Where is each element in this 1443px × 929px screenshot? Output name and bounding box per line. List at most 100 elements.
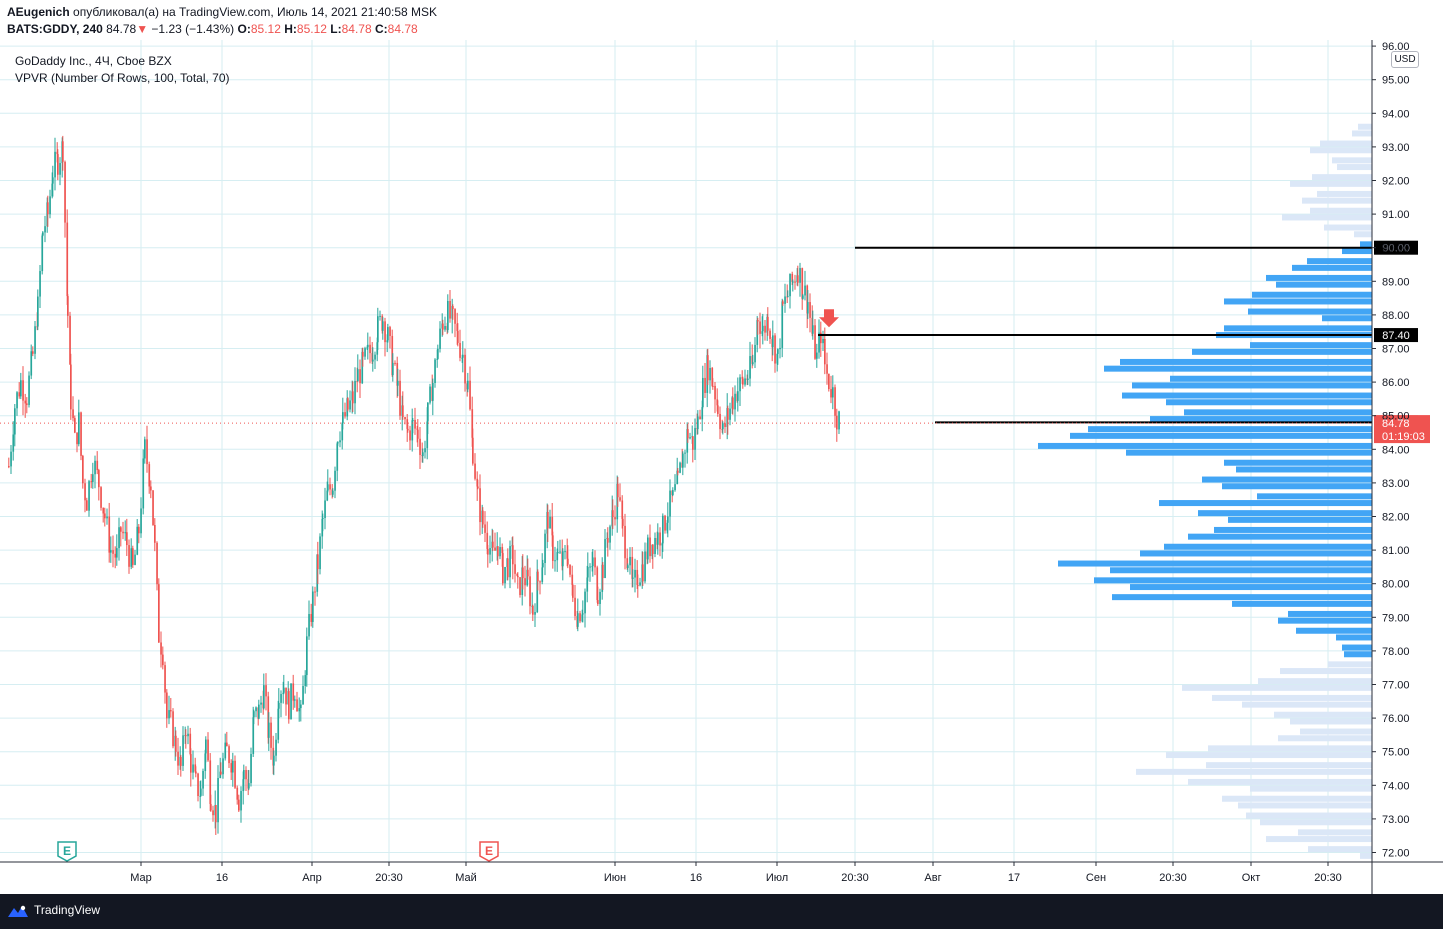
candle-body: [36, 326, 39, 328]
candle-body: [316, 554, 319, 592]
candle-body: [704, 377, 706, 393]
price-tick-label: 81.00: [1382, 545, 1410, 557]
price-tick-label: 82.00: [1382, 512, 1410, 524]
volume-profile-bar: [1130, 584, 1372, 591]
candle-body: [112, 550, 114, 554]
volume-profile-bar: [1188, 778, 1372, 785]
candle-body: [707, 355, 709, 381]
time-tick-label: Мар: [130, 872, 152, 884]
candle-body: [332, 490, 334, 495]
candle-body: [273, 755, 275, 766]
candle-body: [234, 760, 236, 788]
earnings-marker-label: E: [63, 844, 71, 858]
candle-body: [304, 675, 307, 686]
candle-body: [436, 358, 439, 360]
candle-body: [412, 419, 414, 421]
candle-body: [283, 687, 285, 693]
time-tick-label: 16: [690, 872, 702, 884]
time-tick-label: Авг: [924, 872, 941, 884]
candle-body: [604, 539, 606, 579]
candle-body: [30, 351, 33, 376]
volume-profile-bar: [1088, 426, 1372, 433]
candle-body: [217, 777, 219, 823]
candle-body: [617, 483, 619, 498]
candle-body: [372, 359, 374, 362]
candle-body: [258, 704, 260, 719]
candle-body: [371, 353, 374, 362]
candle-body: [160, 642, 162, 655]
time-tick-label: 20:30: [841, 872, 869, 884]
candle-body: [185, 735, 187, 737]
price-tick-label: 83.00: [1382, 478, 1410, 490]
candle-body: [387, 327, 389, 341]
tradingview-brand[interactable]: TradingView: [34, 903, 101, 917]
candle-body: [504, 567, 506, 584]
time-tick-label: Окт: [1242, 872, 1261, 884]
volume-profile-bar: [1344, 651, 1372, 658]
volume-profile-bar: [1324, 224, 1372, 231]
candle-body: [366, 347, 369, 349]
volume-profile-bar: [1317, 190, 1372, 197]
candle-body: [175, 735, 177, 752]
series-legend[interactable]: GoDaddy Inc., 4Ч, Cboe BZX: [15, 54, 172, 68]
indicator-legend[interactable]: VPVR (Number Of Rows, 100, Total, 70): [15, 71, 230, 85]
candle-body: [566, 551, 569, 559]
candle-body: [787, 296, 789, 298]
candle-body: [187, 733, 189, 737]
candle-body: [118, 527, 120, 549]
candle-body: [781, 301, 784, 348]
candle-body: [164, 665, 166, 693]
candle-body: [452, 306, 454, 310]
candle-body: [10, 451, 12, 467]
candle-body: [359, 369, 361, 384]
earnings-marker-icon: [479, 841, 499, 862]
candle-body: [701, 407, 704, 420]
candle-body: [195, 771, 197, 774]
candle-body: [682, 453, 684, 468]
volume-profile-bar: [1296, 627, 1372, 634]
candle-body: [322, 518, 324, 520]
candle-body: [56, 151, 59, 155]
currency-button[interactable]: USD: [1391, 51, 1419, 68]
open-value: 85.12: [250, 22, 281, 36]
candle-body: [172, 711, 174, 747]
candle-body: [20, 380, 22, 397]
candle-body: [447, 300, 449, 331]
candle-body: [158, 584, 160, 643]
candle-body: [364, 348, 366, 357]
candle-body: [432, 383, 434, 401]
candle-body: [51, 183, 54, 197]
candle-body: [80, 412, 82, 456]
candle-body: [537, 571, 539, 582]
candle-body: [384, 321, 386, 343]
candle-body: [687, 429, 689, 439]
tradingview-logo-icon[interactable]: [7, 903, 29, 919]
candle-body: [772, 335, 774, 348]
candle-body: [644, 551, 646, 582]
volume-profile-bar: [1360, 241, 1372, 248]
candle-body: [308, 614, 310, 637]
candle-body: [591, 566, 594, 568]
volume-profile-bar: [1192, 348, 1372, 355]
candle-body: [37, 296, 39, 327]
candle-body: [714, 385, 716, 400]
candle-body: [601, 564, 604, 592]
candle-body: [761, 331, 764, 334]
candle-body: [482, 510, 484, 525]
volume-profile-bar: [1140, 550, 1372, 557]
candle-body: [327, 484, 329, 491]
candle-body: [46, 202, 49, 227]
author-name[interactable]: AEugenich: [7, 5, 70, 19]
candle-body: [126, 532, 128, 546]
candle-body: [774, 335, 776, 364]
candle-body: [799, 268, 801, 283]
candle-body: [777, 349, 779, 354]
candle-body: [42, 232, 44, 236]
footer-bar: [0, 894, 1443, 929]
candle-body: [177, 751, 179, 766]
candle-body: [140, 508, 142, 534]
price-tick-label: 73.00: [1382, 814, 1410, 826]
candle-body: [776, 353, 779, 364]
candle-body: [514, 564, 516, 574]
